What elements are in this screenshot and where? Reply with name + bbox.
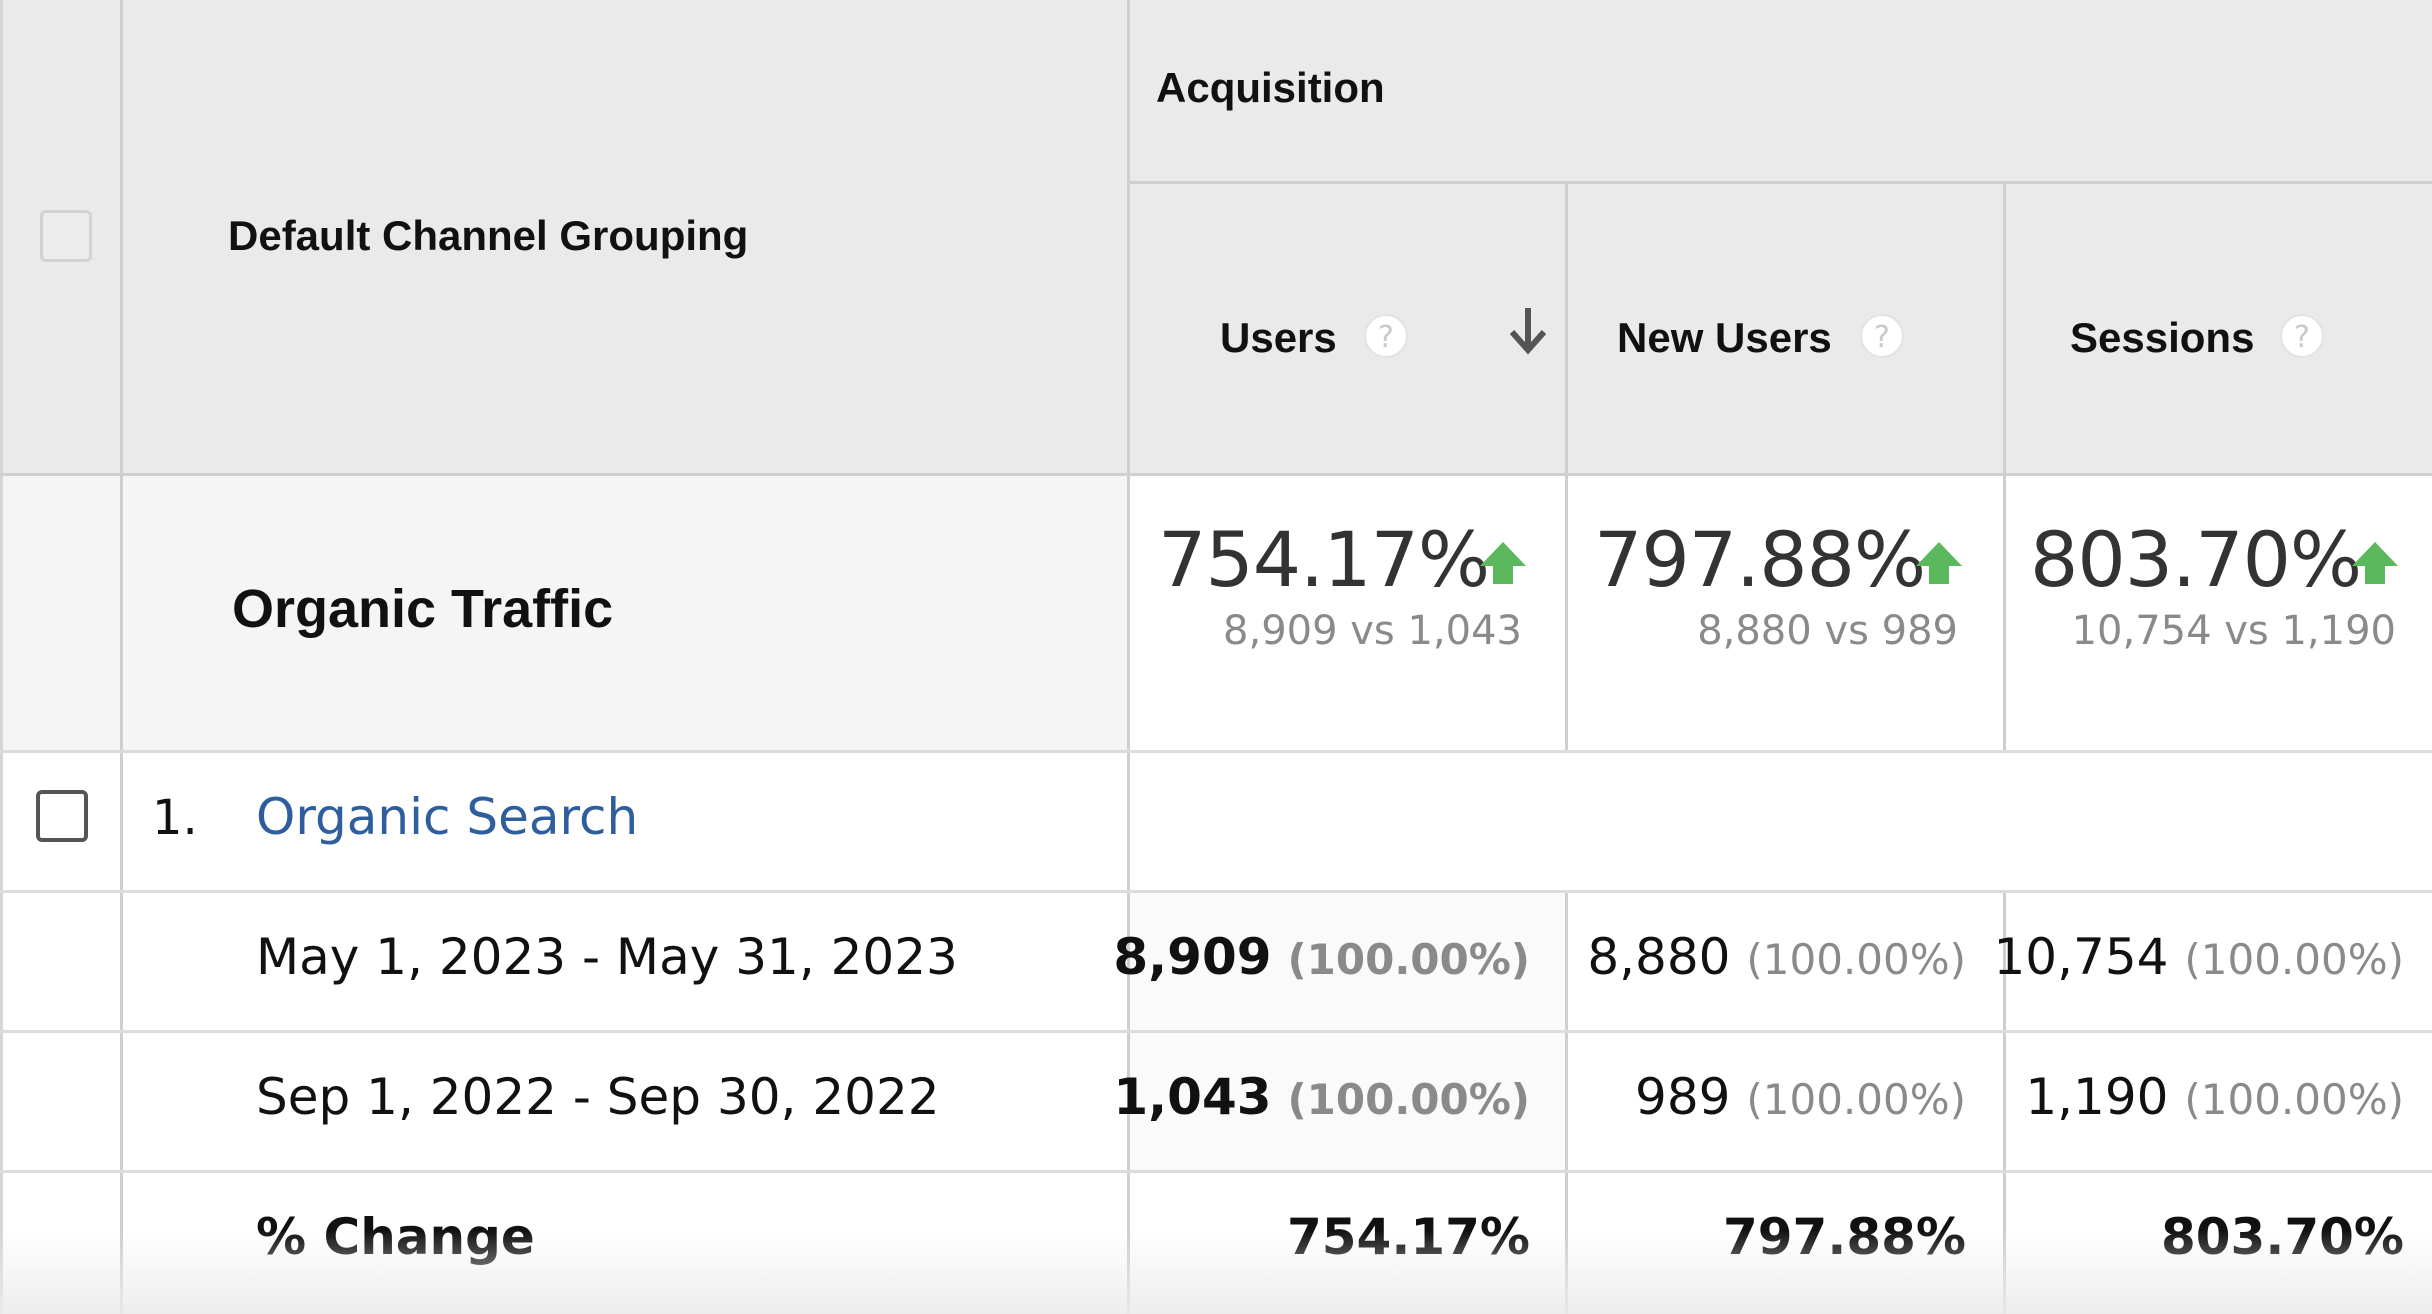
users-change: 754.17% [1286, 1208, 1530, 1266]
up-arrow-icon [2350, 538, 2400, 588]
new-users-value-number: 989 [1635, 1068, 1731, 1126]
new-users-value-number: 8,880 [1587, 928, 1731, 986]
sessions-value-number: 10,754 [1993, 928, 2169, 986]
new-users-value: 989 (100.00%) [1635, 1068, 1966, 1126]
sort-desc-arrow-icon[interactable] [1506, 304, 1550, 356]
dimension-header[interactable]: Default Channel Grouping [228, 212, 749, 259]
sessions-value: 1,190 (100.00%) [2025, 1068, 2404, 1126]
new-users-change: 797.88% [1722, 1208, 1966, 1266]
channel-link-organic-search[interactable]: Organic Search [256, 788, 639, 846]
row-checkbox[interactable] [36, 790, 88, 842]
users-value-pct: (100.00%) [1287, 935, 1530, 984]
summary-row-label-bg [0, 475, 1128, 752]
sessions-comparison: 10,754 vs 1,190 [2071, 608, 2396, 654]
up-arrow-icon [1478, 538, 1528, 588]
up-arrow-icon [1914, 538, 1964, 588]
new-users-column-header[interactable]: New Users [1617, 314, 1832, 361]
users-column-header[interactable]: Users [1220, 314, 1337, 361]
row-index: 1. [152, 790, 198, 846]
sessions-help-icon[interactable]: ? [2280, 314, 2324, 358]
sessions-value-number: 1,190 [2025, 1068, 2169, 1126]
users-value-pct: (100.00%) [1287, 1075, 1530, 1124]
new-users-change-summary: 797.88% [1594, 515, 1926, 604]
users-value: 1,043 (100.00%) [1113, 1068, 1530, 1126]
users-help-icon[interactable]: ? [1364, 314, 1408, 358]
period-label: May 1, 2023 - May 31, 2023 [256, 928, 958, 986]
sessions-value-pct: (100.00%) [2184, 935, 2404, 984]
sessions-value-pct: (100.00%) [2184, 1075, 2404, 1124]
sessions-column-header[interactable]: Sessions [2070, 314, 2255, 361]
users-comparison: 8,909 vs 1,043 [1223, 608, 1522, 654]
new-users-comparison: 8,880 vs 989 [1697, 608, 1958, 654]
sessions-value: 10,754 (100.00%) [1994, 928, 2405, 986]
period-label: Sep 1, 2022 - Sep 30, 2022 [256, 1068, 940, 1126]
users-change-summary: 754.17% [1158, 515, 1490, 604]
sessions-change-summary: 803.70% [2030, 515, 2362, 604]
users-value: 8,909 (100.00%) [1113, 928, 1530, 986]
summary-row-metrics-bg [1128, 475, 2432, 752]
change-label: % Change [256, 1208, 535, 1266]
segment-label: Organic Traffic [232, 579, 614, 639]
users-value-number: 1,043 [1113, 1068, 1272, 1126]
new-users-value-pct: (100.00%) [1746, 935, 1966, 984]
new-users-value-pct: (100.00%) [1746, 1075, 1966, 1124]
users-value-number: 8,909 [1113, 928, 1272, 986]
table-header [0, 0, 2432, 475]
sessions-change: 803.70% [2160, 1208, 2404, 1266]
select-all-checkbox[interactable] [40, 210, 92, 262]
acquisition-group-header: Acquisition [1156, 64, 1385, 111]
new-users-value: 8,880 (100.00%) [1587, 928, 1966, 986]
new-users-help-icon[interactable]: ? [1860, 314, 1904, 358]
